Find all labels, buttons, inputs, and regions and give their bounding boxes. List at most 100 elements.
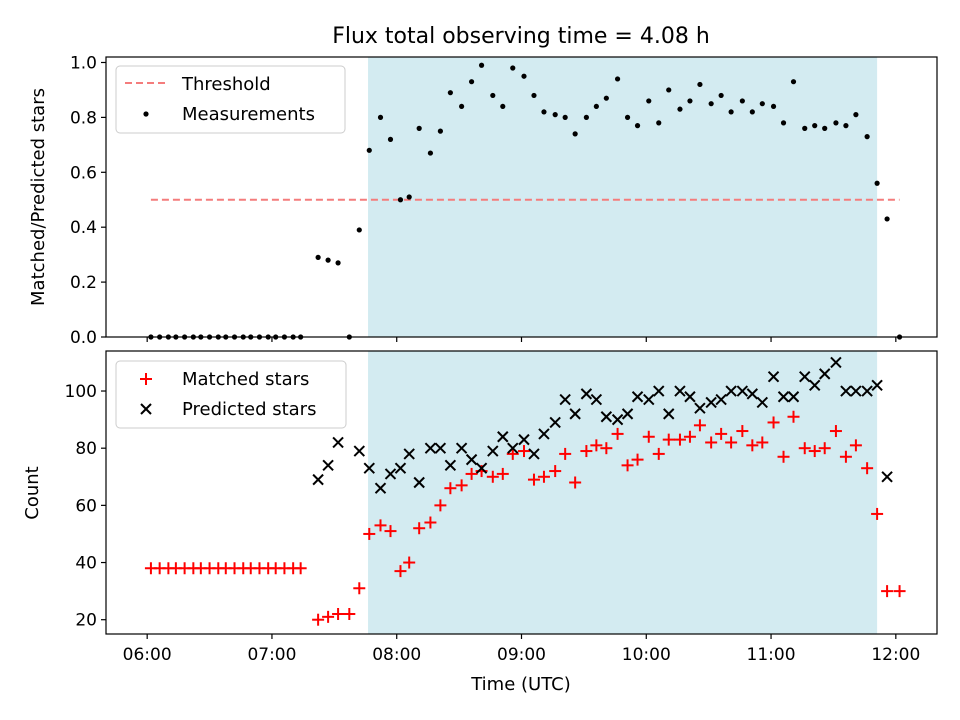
bottom-legend-entry-predicted: Predicted stars <box>182 399 316 420</box>
top-y-tick-label: 0.0 <box>70 328 97 348</box>
predicted-star-point <box>621 408 634 420</box>
measurement-point <box>697 81 703 88</box>
matched-star-point <box>455 479 468 492</box>
matched-star-point <box>294 562 307 575</box>
predicted-star-point <box>487 445 499 457</box>
matched-star-point <box>590 439 603 452</box>
measurement-point <box>739 98 745 104</box>
predicted-star-point <box>799 371 811 383</box>
measurement-point <box>416 125 422 131</box>
x-tick-label: 06:00 <box>123 645 172 665</box>
x-tick-label: 11:00 <box>747 645 796 665</box>
measurement-point <box>356 227 362 233</box>
predicted-star-point <box>715 393 727 406</box>
measurement-point <box>541 109 547 115</box>
matched-star-point <box>662 433 675 446</box>
matched-legend-swatch <box>140 373 152 385</box>
measurement-point <box>406 194 412 200</box>
matched-star-point <box>517 445 530 458</box>
matched-star-point <box>506 447 519 460</box>
predicted-star-point <box>643 393 655 406</box>
top-measurement-points <box>148 62 903 340</box>
bottom-observing-region <box>368 351 878 634</box>
x-tick-label: 07:00 <box>247 645 296 665</box>
measurement-point <box>468 79 475 85</box>
x-tick-label: 10:00 <box>622 645 671 665</box>
matched-star-point <box>818 442 831 455</box>
measurement-point <box>335 260 341 266</box>
bottom-x-axis: 06:00 07:00 08:00 09:00 10:00 11:00 12:00 <box>123 634 920 665</box>
matched-star-point <box>829 425 842 438</box>
measurement-point <box>853 112 859 118</box>
measurement-point <box>646 98 652 104</box>
measurement-point <box>656 120 662 126</box>
measurement-point <box>666 87 672 93</box>
measurement-point <box>614 76 621 82</box>
predicted-star-point <box>705 396 717 409</box>
measurement-point <box>552 112 558 118</box>
measurement-point <box>478 62 485 68</box>
predicted-star-point <box>777 391 790 403</box>
measurement-point <box>864 134 870 140</box>
top-legend: Threshold Measurements <box>115 65 346 134</box>
matched-star-point <box>332 607 345 620</box>
predicted-star-point <box>384 468 397 480</box>
predicted-star-point <box>861 385 873 397</box>
predicted-star-point <box>725 385 737 397</box>
matched-star-point <box>363 527 376 540</box>
measurement-point <box>749 109 755 115</box>
measurement-point <box>593 103 599 110</box>
measurement-point <box>759 101 765 107</box>
predicted-star-point <box>600 411 613 423</box>
predicted-star-point <box>528 448 540 460</box>
matched-star-point <box>434 499 447 512</box>
matched-star-point <box>787 410 800 423</box>
predicted-stars-points <box>312 356 893 494</box>
predicted-star-point <box>518 433 530 446</box>
matched-star-point <box>486 470 499 483</box>
bottom-y-tick-label: 40 <box>75 554 97 574</box>
measurement-point <box>624 114 631 120</box>
measurement-point <box>562 114 568 120</box>
matched-star-point <box>374 519 387 532</box>
bottom-y-axis-label: Count <box>22 466 43 519</box>
predicted-star-point <box>475 462 488 474</box>
top-y-tick-label: 1.0 <box>70 53 97 73</box>
matched-star-point <box>559 447 572 460</box>
measurement-point <box>447 90 453 96</box>
predicted-star-point <box>322 459 334 472</box>
measurement-point <box>427 150 434 156</box>
top-y-tick-label: 0.2 <box>70 273 97 293</box>
matched-star-point <box>343 607 356 620</box>
measurement-point <box>500 103 506 110</box>
measurement-point <box>884 216 890 222</box>
predicted-star-point <box>332 436 344 449</box>
top-legend-entry-threshold: Threshold <box>181 74 271 95</box>
measurement-point <box>822 125 828 131</box>
measurement-point <box>521 73 527 79</box>
matched-star-point <box>403 556 416 569</box>
predicted-star-point <box>674 385 686 397</box>
matched-star-point <box>861 462 874 475</box>
matched-star-point <box>881 585 894 598</box>
predicted-star-point <box>611 413 624 426</box>
bottom-y-tick-label: 80 <box>75 439 97 459</box>
top-y-tick-label: 0.8 <box>70 108 97 128</box>
matched-star-point <box>652 447 665 460</box>
x-tick-label: 08:00 <box>372 645 421 665</box>
predicted-legend-swatch <box>140 403 152 415</box>
predicted-star-point <box>590 393 603 406</box>
top-x-axis-ticks <box>146 337 897 342</box>
measurement-point <box>802 125 808 131</box>
measurement-point <box>780 120 787 126</box>
predicted-star-point <box>424 442 437 454</box>
bottom-panel: 20 40 60 80 100 06:00 07:00 08:00 09:00 10:00 11:… <box>22 350 938 695</box>
matched-star-point <box>580 445 593 458</box>
matched-star-point <box>465 467 478 480</box>
matched-star-point <box>893 585 906 598</box>
measurement-point <box>634 123 641 129</box>
predicted-star-point <box>312 473 324 486</box>
measurement-point <box>843 123 849 129</box>
predicted-star-point <box>746 388 759 400</box>
